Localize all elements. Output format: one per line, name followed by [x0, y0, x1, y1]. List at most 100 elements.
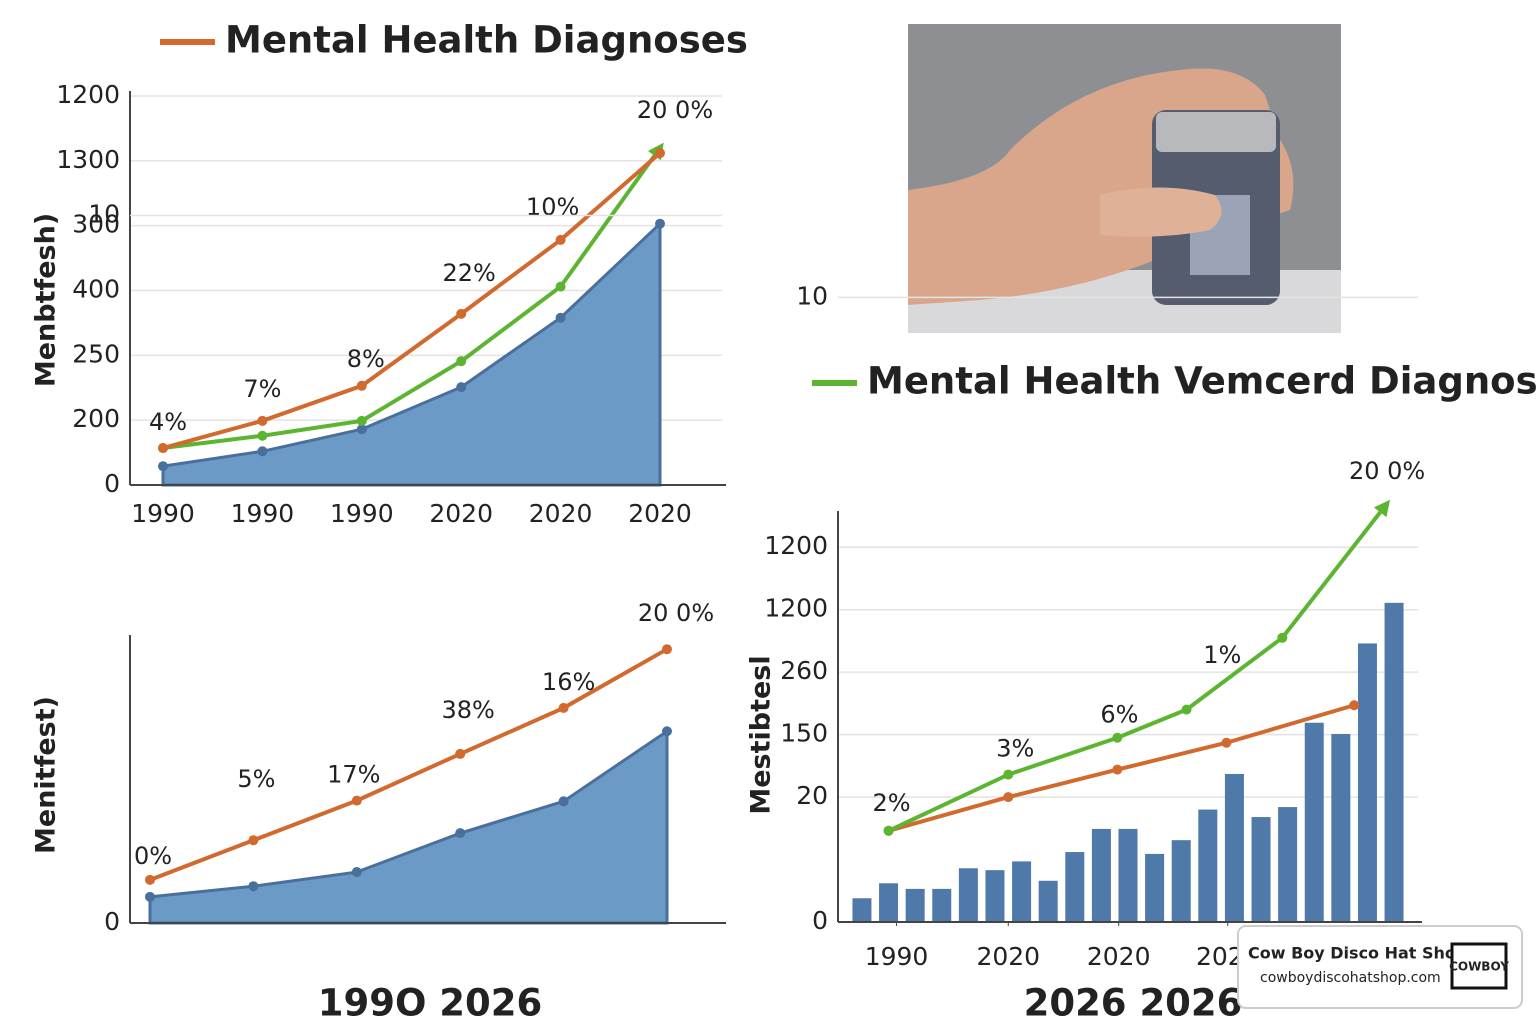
y-tick-label: 1200 — [764, 531, 828, 560]
point — [1003, 792, 1014, 803]
badge-logo: COWBOY — [1449, 960, 1509, 974]
x-tick-label: 2020 — [976, 942, 1040, 971]
point — [555, 281, 566, 292]
y-axis-label: Mestibtesl — [746, 655, 777, 814]
y-axis-label: Menbtfesh) — [31, 213, 62, 387]
point — [1349, 700, 1360, 711]
line — [162, 151, 662, 450]
annotation: 1% — [1203, 641, 1241, 669]
point — [555, 234, 566, 245]
annotation: 38% — [442, 696, 495, 724]
point — [257, 430, 268, 441]
bar — [1065, 852, 1085, 922]
annotation: 20 0% — [637, 96, 713, 124]
area — [148, 728, 669, 925]
point — [1277, 632, 1288, 643]
annotation: 0% — [134, 842, 172, 870]
annotation: 4% — [149, 408, 187, 436]
point — [257, 415, 268, 426]
bar — [932, 888, 952, 922]
annotation: 20 0% — [638, 599, 714, 627]
bar — [1012, 861, 1032, 922]
point — [351, 795, 362, 806]
y-tick-label: 20 — [796, 781, 828, 810]
y-tick-label: 400 — [72, 275, 120, 304]
point — [248, 881, 259, 892]
point — [257, 446, 268, 457]
point — [1112, 764, 1123, 775]
point — [662, 644, 672, 655]
annotation: 3% — [996, 735, 1034, 763]
y-tick-label: 0 — [812, 906, 828, 935]
chart-title: Mental Health Diagnoses — [225, 19, 748, 62]
point — [455, 748, 466, 759]
area — [161, 220, 662, 487]
x-tick-label: 1990 — [131, 499, 195, 528]
point — [558, 796, 569, 807]
badge-name: Cow Boy Disco Hat Shop — [1248, 944, 1467, 963]
y-tick-label: 1200 — [56, 80, 120, 109]
point — [883, 825, 894, 836]
point — [1003, 769, 1014, 780]
point — [455, 828, 466, 839]
point — [1181, 704, 1192, 715]
point — [248, 835, 259, 846]
y-tick-label: 10 — [88, 200, 120, 229]
point — [555, 312, 566, 323]
point — [1221, 737, 1232, 748]
y-tick-label: 250 — [72, 339, 120, 368]
point — [356, 424, 367, 435]
bar — [905, 888, 925, 922]
point — [158, 461, 168, 472]
x-tick-label: 1990 — [865, 942, 929, 971]
x-tick-label: 2020 — [529, 499, 593, 528]
bar — [1091, 828, 1111, 922]
chart-title: Mental Health Vemcerd Diagnosses — [867, 360, 1536, 403]
x-tick-label: 2020 — [1087, 942, 1151, 971]
bar — [1357, 643, 1377, 922]
bar — [1224, 773, 1244, 922]
annotation: 10% — [526, 193, 579, 221]
badge: Cow Boy Disco Hat Shop cowboydiscohatsho… — [1237, 925, 1523, 1009]
annotation: 16% — [542, 668, 595, 696]
point — [351, 867, 362, 878]
bar — [1331, 733, 1351, 922]
bar — [852, 898, 872, 922]
y-axis-label: Menitfest) — [31, 696, 62, 854]
point — [456, 382, 467, 393]
y-tick-label: 150 — [780, 719, 828, 748]
bar — [985, 870, 1005, 922]
annotation: 8% — [347, 345, 385, 373]
y-tick-label: 200 — [72, 404, 120, 433]
point — [655, 218, 665, 229]
line — [887, 499, 1391, 833]
line — [149, 647, 668, 882]
bar — [1198, 809, 1218, 922]
point — [356, 415, 367, 426]
annotation: 22% — [443, 259, 496, 287]
point — [145, 874, 155, 885]
point — [558, 702, 569, 713]
bar — [1304, 722, 1324, 922]
badge-url: cowboydiscohatshop.com — [1260, 970, 1441, 986]
x-axis-label: 2026 2026 — [1024, 982, 1243, 1024]
point — [1112, 732, 1123, 743]
x-tick-label: 2020 — [429, 499, 493, 528]
annotation: 20 0% — [1349, 457, 1425, 485]
bar — [1278, 807, 1298, 922]
bar — [958, 868, 978, 922]
x-tick-label: 2020 — [628, 499, 692, 528]
point — [456, 356, 467, 367]
point — [356, 380, 367, 391]
y-tick-label: 0 — [104, 469, 120, 498]
annotation: 2% — [873, 789, 911, 817]
y-tick-label: 300 — [72, 210, 120, 239]
bar — [1384, 602, 1404, 922]
x-tick-label: 1990 — [330, 499, 394, 528]
point — [145, 891, 155, 902]
bar — [879, 883, 899, 922]
x-tick-label: 1990 — [231, 499, 295, 528]
y-tick-label: 0 — [104, 907, 120, 936]
bar — [1038, 880, 1058, 922]
